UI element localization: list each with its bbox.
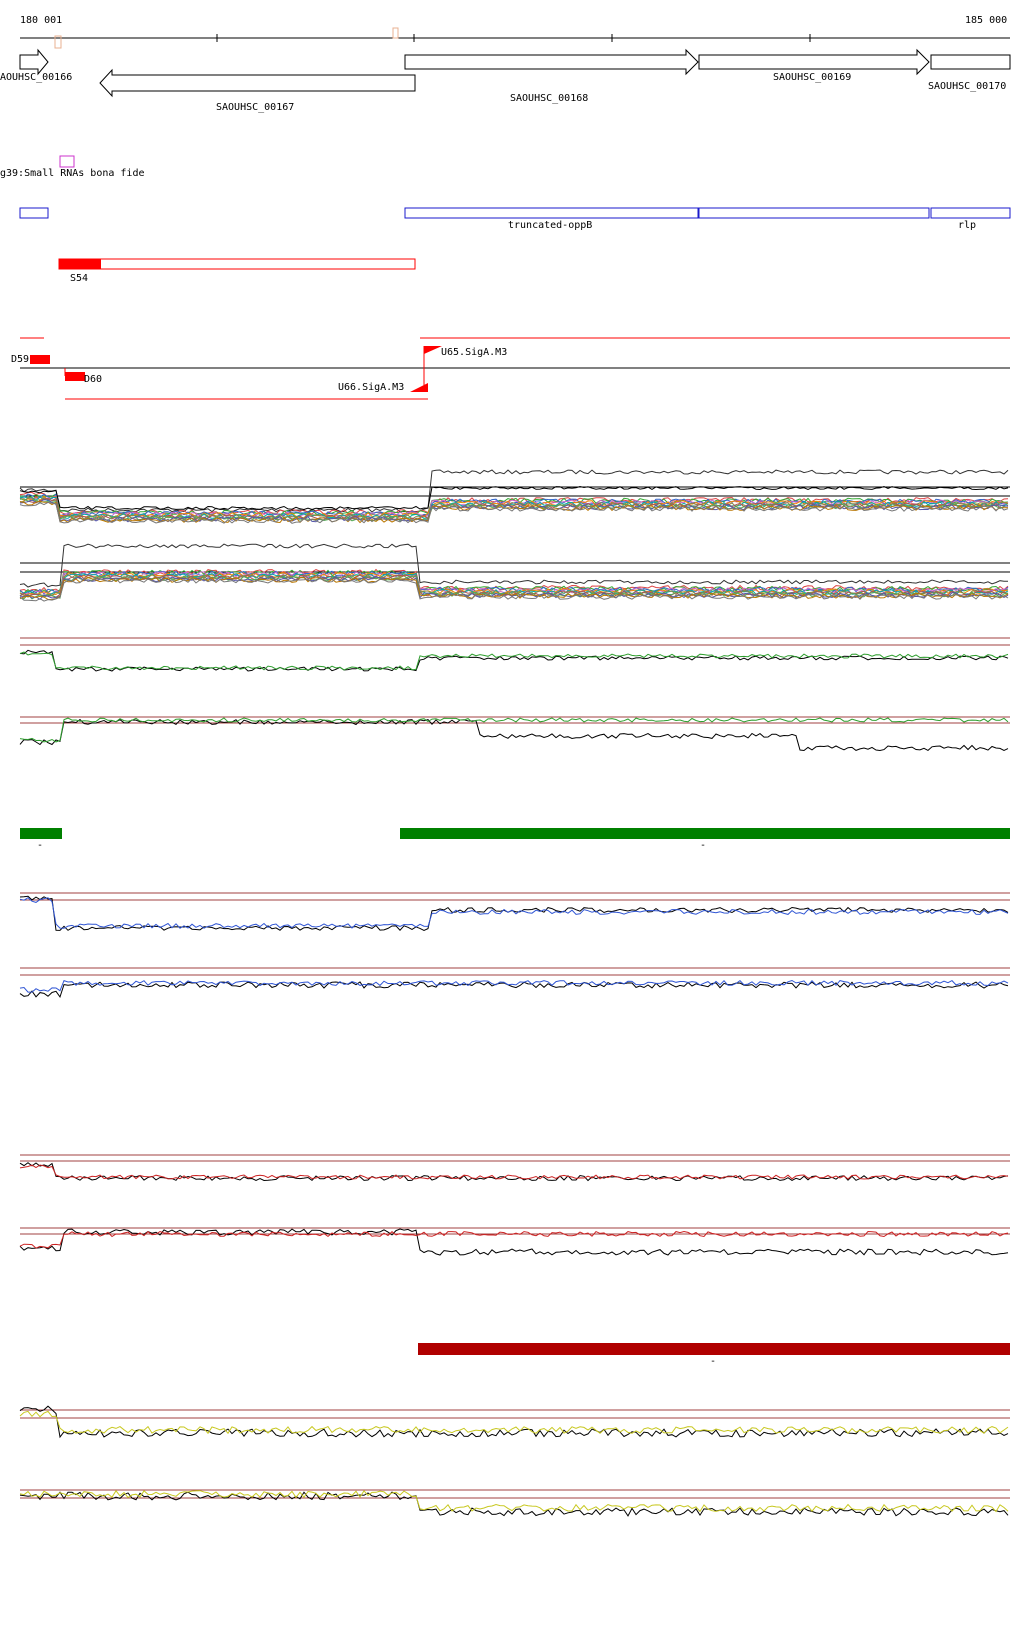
srna-track: g39:Small RNAs bona fide xyxy=(0,155,145,179)
trace-green xyxy=(19,717,1009,743)
ruler-end-label: 185 000 xyxy=(965,15,1007,26)
trace-yellow xyxy=(19,1489,1009,1513)
trace-blue xyxy=(19,979,1009,993)
s54-label: S54 xyxy=(70,273,88,284)
segment-u65-label: U65.SigA.M3 xyxy=(441,347,507,358)
expression-panel-green-lower xyxy=(19,716,1010,752)
operon-label-truncated-oppB: truncated-oppB xyxy=(508,220,592,231)
trace-condition xyxy=(19,576,1009,601)
trace-red xyxy=(19,1164,1009,1180)
segment-d60-label: D60 xyxy=(84,374,102,385)
trace-black xyxy=(19,1491,1009,1517)
trace-condition xyxy=(19,492,1009,515)
trace-condition xyxy=(19,501,1009,524)
trace-condition xyxy=(19,500,1009,524)
gene-arrow-00168[interactable] xyxy=(404,48,699,76)
srna-track-label: g39:Small RNAs bona fide xyxy=(0,168,145,179)
expression-panel-blue-upper xyxy=(19,892,1010,931)
gene-label-00169: SAOUHSC_00169 xyxy=(773,72,851,83)
operon-box-1[interactable] xyxy=(19,207,49,219)
gene-label-00167: SAOUHSC_00167 xyxy=(216,102,294,113)
trace-black xyxy=(19,1228,1009,1256)
segment-track: D59 D60 U65.SigA.M3 U66.SigA.M3 xyxy=(11,337,1010,400)
expression-panel-yellow-lower xyxy=(19,1489,1010,1517)
expression-panel-red-upper xyxy=(19,1154,1010,1182)
operon-track xyxy=(19,207,1011,219)
operon-box-2[interactable] xyxy=(404,207,699,219)
segment-u66-marker[interactable] xyxy=(410,383,428,392)
coordinate-ruler: 180 001 185 000 xyxy=(20,15,1010,49)
darkred-condition-mark: - xyxy=(710,1356,716,1367)
trace-black xyxy=(19,718,1009,752)
operon-label-rlp: rlp xyxy=(958,220,976,231)
green-condition-mark-1: - xyxy=(37,840,43,851)
green-condition-bar-2[interactable] xyxy=(400,828,1010,839)
s54-feature-outline[interactable] xyxy=(58,258,416,270)
expression-panel-green-upper xyxy=(19,637,1010,672)
trace-yellow xyxy=(19,1410,1009,1435)
trace-black xyxy=(19,649,1009,672)
trace-top xyxy=(19,543,1009,588)
trace-condition xyxy=(19,496,1009,520)
segment-u66-label: U66.SigA.M3 xyxy=(338,382,404,393)
trace-condition xyxy=(19,570,1009,595)
trace-reference xyxy=(19,485,1009,511)
trace-green xyxy=(19,651,1009,671)
trace-red xyxy=(19,1230,1009,1249)
trace-condition xyxy=(19,577,1009,602)
expression-panel-blue-lower xyxy=(19,967,1010,998)
trace-black xyxy=(19,981,1009,998)
gene-arrow-00170[interactable] xyxy=(930,54,1011,70)
trace-blue xyxy=(19,897,1009,929)
gene-label-00170: SAOUHSC_00170 xyxy=(928,81,1006,92)
gene-arrow-00166[interactable] xyxy=(19,48,49,76)
segment-d60[interactable] xyxy=(65,372,85,381)
green-condition-track: - - xyxy=(20,828,1010,851)
darkred-condition-track: - xyxy=(418,1343,1010,1367)
gene-arrow-00167[interactable] xyxy=(99,68,416,98)
segment-u65-marker[interactable] xyxy=(424,346,442,354)
s54-feature-fill xyxy=(59,259,101,269)
darkred-condition-bar[interactable] xyxy=(418,1343,1010,1355)
operon-box-3[interactable] xyxy=(698,207,930,219)
gene-arrow-00169[interactable] xyxy=(698,48,930,76)
segment-d59[interactable] xyxy=(30,355,50,364)
s-feature-track: S54 xyxy=(58,258,416,284)
trace-black xyxy=(19,1405,1009,1439)
srna-feature-box[interactable] xyxy=(59,155,75,168)
segment-d59-label: D59 xyxy=(11,354,29,365)
expression-panel-red-lower xyxy=(19,1227,1010,1256)
gene-track xyxy=(19,48,1011,98)
green-condition-bar-1[interactable] xyxy=(20,828,62,839)
ruler-start-label: 180 001 xyxy=(20,15,62,26)
expression-panel-all-conditions-upper xyxy=(19,469,1010,524)
gene-label-00166: AOUHSC_00166 xyxy=(0,72,72,83)
expression-panel-all-conditions-lower xyxy=(19,543,1010,602)
expression-panel-yellow-upper xyxy=(19,1405,1010,1439)
gene-label-00168: SAOUHSC_00168 xyxy=(510,93,588,104)
green-condition-mark-2: - xyxy=(700,840,706,851)
operon-box-4[interactable] xyxy=(930,207,1011,219)
trace-black xyxy=(19,895,1009,931)
